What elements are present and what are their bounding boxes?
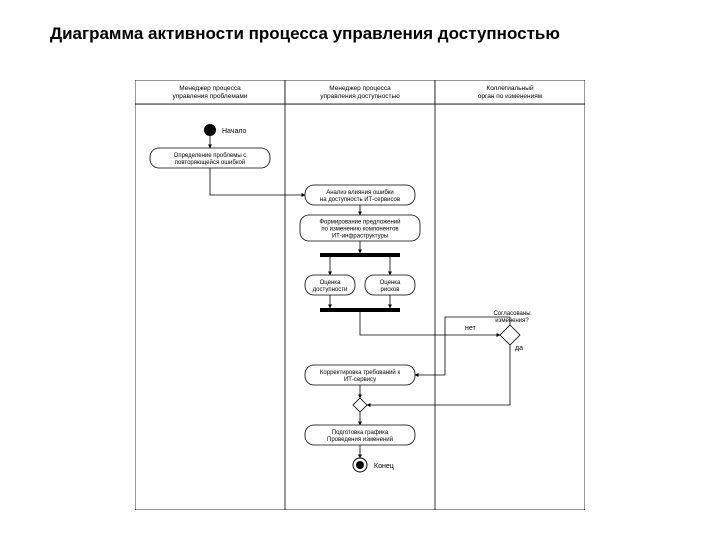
activity-diagram: Менеджер процессауправления проблемамиМе…	[135, 80, 585, 510]
svg-text:Подготовка графика: Подготовка графика	[332, 430, 389, 436]
edge-1	[210, 168, 305, 195]
svg-text:изменения?: изменения?	[495, 318, 529, 324]
svg-text:ИТ-инфраструктуры: ИТ-инфраструктуры	[332, 234, 388, 240]
svg-text:Менеджер процесса: Менеджер процесса	[179, 85, 241, 92]
svg-text:Корректировка требований к: Корректировка требований к	[320, 369, 401, 376]
svg-text:управления проблемами: управления проблемами	[172, 92, 247, 100]
svg-text:повторяющейся ошибкой: повторяющейся ошибкой	[175, 159, 245, 166]
svg-text:орган по изменениям: орган по изменениям	[478, 93, 543, 100]
edge-9	[415, 317, 510, 375]
end-node-dot	[356, 461, 364, 469]
page-title: Диаграмма активности процесса управления…	[50, 24, 670, 44]
svg-text:по изменению компонентов: по изменению компонентов	[321, 227, 398, 233]
diagram-svg: Менеджер процессауправления проблемамиМе…	[135, 80, 585, 510]
join-bar	[320, 308, 400, 312]
svg-text:Формирование предложений: Формирование предложений	[319, 219, 400, 226]
svg-text:управления доступностью: управления доступностью	[320, 93, 400, 100]
start-node	[204, 124, 216, 136]
merge-node	[353, 398, 367, 412]
svg-text:на доступность ИТ-сервисов: на доступность ИТ-сервисов	[320, 197, 400, 203]
svg-text:Оценка: Оценка	[380, 280, 401, 286]
edge-label-10: да	[515, 345, 523, 352]
start-label: Начало	[222, 128, 246, 135]
edge-8	[360, 312, 500, 335]
svg-text:Анализ влияния ошибки: Анализ влияния ошибки	[326, 190, 394, 196]
svg-text:доступности: доступности	[313, 287, 348, 293]
svg-text:Согласованы: Согласованы	[493, 311, 530, 317]
lane-header-lane1	[135, 80, 285, 104]
svg-text:Оценка: Оценка	[320, 280, 341, 286]
svg-text:рисков: рисков	[381, 287, 400, 293]
lane-header-lane2	[285, 80, 435, 104]
edge-label-9: нет	[465, 325, 477, 332]
lane-header-lane3	[435, 80, 585, 104]
svg-text:Менеджер процесса: Менеджер процесса	[329, 85, 391, 92]
end-label: Конец	[374, 463, 394, 470]
svg-text:Проведения изменений: Проведения изменений	[327, 436, 393, 443]
fork-bar	[320, 253, 400, 257]
svg-text:ИТ-сервису: ИТ-сервису	[344, 377, 376, 383]
decision-node	[500, 325, 520, 345]
svg-text:Определение проблемы с: Определение проблемы с	[174, 153, 247, 159]
svg-text:Коллегиальный: Коллегиальный	[486, 84, 534, 92]
